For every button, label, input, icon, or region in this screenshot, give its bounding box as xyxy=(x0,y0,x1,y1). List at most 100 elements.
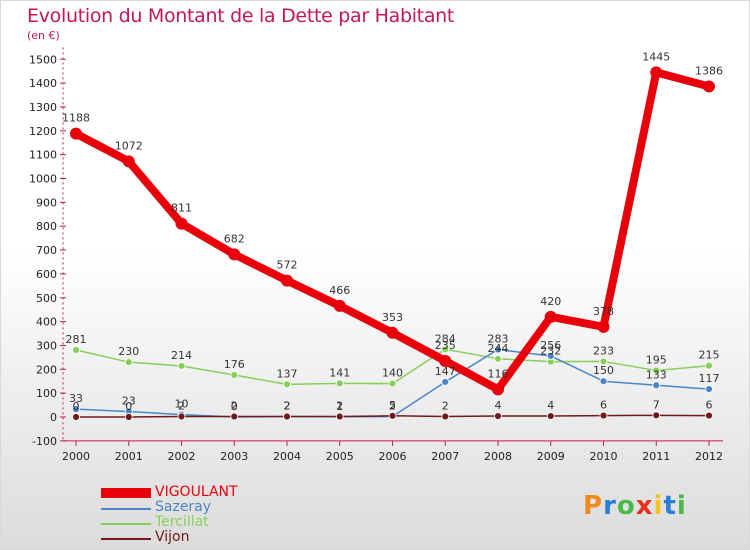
legend-swatch-vigoulant xyxy=(101,488,151,498)
data-point-vigoulant[interactable] xyxy=(544,310,557,323)
chart-title: Evolution du Montant de la Dette par Hab… xyxy=(27,5,455,27)
series-line-vigoulant xyxy=(74,68,711,394)
data-point-sazeray[interactable] xyxy=(546,352,555,360)
data-point-vijon[interactable] xyxy=(705,411,713,420)
legend-label: Vijon xyxy=(155,529,190,545)
series-lines xyxy=(70,66,715,421)
x-tick-label: 2009 xyxy=(537,450,565,463)
data-label-tercillat: 281 xyxy=(66,333,87,346)
data-point-tercillat[interactable] xyxy=(388,379,397,388)
data-label-vijon: 0 xyxy=(125,400,132,413)
data-point-vijon[interactable] xyxy=(388,411,397,420)
data-point-vigoulant[interactable] xyxy=(122,155,135,168)
data-label-vigoulant: 466 xyxy=(329,284,350,297)
data-point-vigoulant[interactable] xyxy=(281,274,293,287)
data-label-vijon: 2 xyxy=(442,400,449,413)
data-point-tercillat[interactable] xyxy=(335,379,344,388)
y-tick-label: 0 xyxy=(50,411,57,424)
data-point-vigoulant[interactable] xyxy=(333,299,346,312)
data-label-sazeray: 256 xyxy=(540,339,561,352)
data-point-vigoulant[interactable] xyxy=(175,217,188,230)
data-point-tercillat[interactable] xyxy=(230,371,239,379)
data-label-vijon: 2 xyxy=(336,400,343,413)
x-tick-label: 2002 xyxy=(168,450,196,463)
data-label-sazeray: 2 xyxy=(389,400,396,413)
data-label-vigoulant: 1188 xyxy=(62,112,90,125)
x-tick-label: 2011 xyxy=(642,450,670,463)
data-point-tercillat[interactable] xyxy=(72,346,80,354)
logo-letter: t xyxy=(663,491,677,521)
data-point-sazeray[interactable] xyxy=(599,377,608,386)
data-point-vijon[interactable] xyxy=(124,413,133,421)
data-point-tercillat[interactable] xyxy=(124,358,133,367)
data-point-sazeray[interactable] xyxy=(441,378,450,386)
data-label-tercillat: 233 xyxy=(593,344,614,357)
data-point-vigoulant[interactable] xyxy=(492,383,504,396)
x-tick-label: 2006 xyxy=(379,450,407,463)
data-point-sazeray[interactable] xyxy=(494,345,502,354)
data-point-tercillat[interactable] xyxy=(652,366,661,375)
data-label-vijon: 2 xyxy=(284,400,291,413)
data-point-vigoulant[interactable] xyxy=(439,354,452,367)
data-label-vigoulant: 420 xyxy=(540,295,561,308)
legend-label: Sazeray xyxy=(155,499,212,515)
data-point-vijon[interactable] xyxy=(283,412,291,421)
x-tick-label: 2000 xyxy=(62,450,90,463)
data-label-tercillat: 230 xyxy=(118,345,139,358)
data-point-tercillat[interactable] xyxy=(441,345,450,354)
data-point-vigoulant[interactable] xyxy=(70,127,82,140)
x-tick-label: 2008 xyxy=(484,450,512,463)
data-label-tercillat: 195 xyxy=(646,353,667,366)
data-point-vigoulant[interactable] xyxy=(386,326,399,339)
data-point-tercillat[interactable] xyxy=(283,380,291,389)
x-tick-label: 2007 xyxy=(431,450,459,463)
data-point-sazeray[interactable] xyxy=(72,405,80,414)
data-point-vijon[interactable] xyxy=(494,412,502,420)
data-point-vigoulant[interactable] xyxy=(228,248,241,261)
y-tick-label: -100 xyxy=(32,435,57,448)
data-point-sazeray[interactable] xyxy=(705,385,713,393)
unit-label: (en €) xyxy=(27,29,60,42)
y-tick-label: 500 xyxy=(36,292,57,305)
logo-letter: r xyxy=(603,491,617,521)
data-point-vijon[interactable] xyxy=(652,411,661,420)
data-point-tercillat[interactable] xyxy=(599,357,608,366)
y-tick-label: 1300 xyxy=(29,101,57,114)
data-label-vigoulant: 682 xyxy=(224,232,245,245)
data-point-vijon[interactable] xyxy=(546,412,555,420)
x-tick-label: 2001 xyxy=(115,450,143,463)
data-point-vijon[interactable] xyxy=(177,412,186,421)
data-point-vijon[interactable] xyxy=(72,413,80,421)
data-point-vijon[interactable] xyxy=(335,412,344,421)
y-tick-label: 100 xyxy=(36,387,57,400)
data-point-vigoulant[interactable] xyxy=(597,320,610,333)
x-tick-label: 2003 xyxy=(220,450,248,463)
data-label-tercillat: 244 xyxy=(488,342,509,355)
data-label-vigoulant: 378 xyxy=(593,305,614,318)
data-point-vigoulant[interactable] xyxy=(703,80,715,93)
data-label-sazeray: 117 xyxy=(699,372,720,385)
y-tick-label: 1200 xyxy=(29,125,57,138)
data-label-tercillat: 214 xyxy=(171,349,192,362)
data-point-tercillat[interactable] xyxy=(177,362,186,370)
data-point-vijon[interactable] xyxy=(441,412,450,421)
data-label-sazeray: 150 xyxy=(593,364,614,377)
data-point-vigoulant[interactable] xyxy=(650,66,663,79)
data-label-tercillat: 232 xyxy=(540,345,561,358)
logo-letter: i xyxy=(653,491,664,521)
data-point-vijon[interactable] xyxy=(230,412,239,421)
data-point-sazeray[interactable] xyxy=(652,381,661,390)
data-label-sazeray: 23 xyxy=(122,395,136,408)
data-point-tercillat[interactable] xyxy=(705,361,713,370)
data-point-tercillat[interactable] xyxy=(494,354,502,363)
data-label-vijon: 7 xyxy=(653,398,660,411)
data-point-vijon[interactable] xyxy=(599,411,608,420)
data-label-sazeray: 283 xyxy=(488,333,509,346)
data-label-tercillat: 140 xyxy=(382,367,403,380)
data-label-vigoulant: 353 xyxy=(382,311,403,324)
y-tick-label: 600 xyxy=(36,268,57,281)
logo-letter: i xyxy=(676,491,687,521)
